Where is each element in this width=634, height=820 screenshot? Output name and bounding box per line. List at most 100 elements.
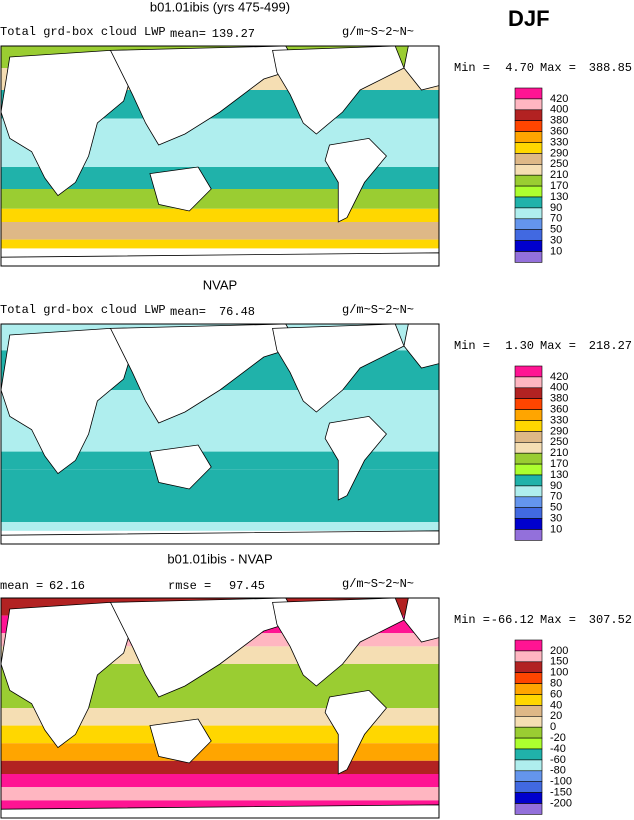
units: g/m~S~2~N~ (342, 577, 414, 591)
colorbar-label: 100 (550, 667, 568, 679)
colorbar-box (514, 131, 543, 143)
colorbar-box (514, 153, 543, 165)
colorbar-label: 70 (550, 213, 562, 225)
colorbar-label: 400 (550, 382, 568, 394)
continent (149, 718, 212, 764)
stat-label: mean= (170, 305, 206, 319)
colorbar-label: 50 (550, 502, 562, 514)
colorbar-box (514, 229, 543, 241)
colorbar-box (514, 251, 543, 263)
colorbar-box (514, 365, 543, 378)
field-band (1, 787, 439, 801)
colorbar-box (514, 431, 543, 443)
variable-label: Total grd-box cloud LWP (0, 25, 166, 39)
field-band (1, 725, 439, 744)
continent (149, 444, 212, 490)
colorbar-box (514, 770, 543, 782)
colorbar-label: -150 (550, 787, 572, 799)
colorbar-label: 330 (550, 136, 568, 148)
colorbar-label: 80 (550, 678, 562, 690)
colorbar-label: 150 (550, 656, 568, 668)
field-band (1, 239, 439, 249)
colorbar-box (514, 142, 543, 154)
colorbar-box (514, 672, 543, 684)
stat-label: mean = (0, 579, 43, 593)
colorbar-box (514, 650, 543, 663)
colorbar-box (514, 474, 543, 487)
stat-value: 76.48 (219, 305, 255, 319)
max-label: Max = (540, 339, 576, 353)
colorbar-label: 380 (550, 393, 568, 405)
colorbar-box (514, 792, 543, 804)
units: g/m~S~2~N~ (342, 303, 414, 317)
colorbar-label: 70 (550, 491, 562, 503)
colorbar-box (514, 109, 543, 122)
min-value: 1.30 (505, 339, 534, 353)
colorbar-box (514, 705, 543, 717)
colorbar-label: -100 (550, 776, 572, 788)
colorbar-label: 420 (550, 371, 568, 383)
continent (149, 166, 212, 212)
colorbar-box (514, 387, 543, 399)
colorbar-box (514, 485, 543, 498)
colorbar-box (514, 441, 543, 454)
colorbar-box (514, 683, 543, 695)
colorbar-label: 290 (550, 147, 568, 159)
colorbar-box (514, 518, 543, 530)
max-value: 218.27 (589, 339, 632, 353)
colorbar-label: 290 (550, 425, 568, 437)
continent (324, 689, 387, 775)
colorbar-label: 40 (550, 699, 562, 711)
colorbar-box (514, 781, 543, 793)
continent (324, 137, 387, 223)
field-band (1, 208, 439, 222)
colorbar-label: 30 (550, 235, 562, 247)
stat-label: mean= (170, 27, 206, 41)
min-label: Min = (454, 613, 490, 627)
colorbar-label: 210 (550, 447, 568, 459)
max-value: 388.85 (589, 61, 632, 75)
colorbar-box (514, 726, 543, 739)
colorbar-box (514, 196, 543, 209)
panel-title: b01.01ibis (yrs 475-499) (150, 0, 290, 14)
colorbar-box (514, 185, 543, 198)
map-frame (0, 323, 440, 545)
colorbar-box (514, 164, 543, 176)
colorbar-label: 0 (550, 721, 556, 733)
colorbar-box (514, 529, 543, 541)
min-value: -66.12 (491, 613, 534, 627)
colorbar-label: 60 (550, 688, 562, 700)
colorbar-label: 50 (550, 224, 562, 236)
colorbar-box (514, 376, 543, 389)
stat-value: 62.16 (49, 579, 85, 593)
colorbar-label: -80 (550, 765, 566, 777)
colorbar-label: 420 (550, 93, 568, 105)
panel-title: NVAP (203, 277, 237, 292)
colorbar-box (514, 496, 543, 508)
units: g/m~S~2~N~ (342, 25, 414, 39)
colorbar-label: 360 (550, 404, 568, 416)
colorbar-label: 10 (550, 245, 562, 257)
field-band (1, 774, 439, 788)
colorbar-box (514, 463, 543, 476)
colorbar-label: 10 (550, 523, 562, 535)
colorbar-label: 250 (550, 436, 568, 448)
colorbar-box (514, 715, 543, 728)
field-band (1, 167, 439, 189)
colorbar-label: -40 (550, 743, 566, 755)
stat-value: 139.27 (212, 27, 255, 41)
colorbar-label: 380 (550, 115, 568, 127)
colorbar-box (514, 759, 543, 772)
colorbar-box (514, 420, 543, 432)
field-band (1, 469, 439, 522)
field-band (1, 743, 439, 761)
colorbar-box (514, 803, 543, 815)
colorbar-box (514, 87, 543, 100)
map-frame (0, 597, 440, 819)
variable-label: Total grd-box cloud LWP (0, 303, 166, 317)
stat-label: rmse = (168, 579, 211, 593)
max-label: Max = (540, 613, 576, 627)
field-band (1, 222, 439, 240)
min-value: 4.70 (505, 61, 534, 75)
